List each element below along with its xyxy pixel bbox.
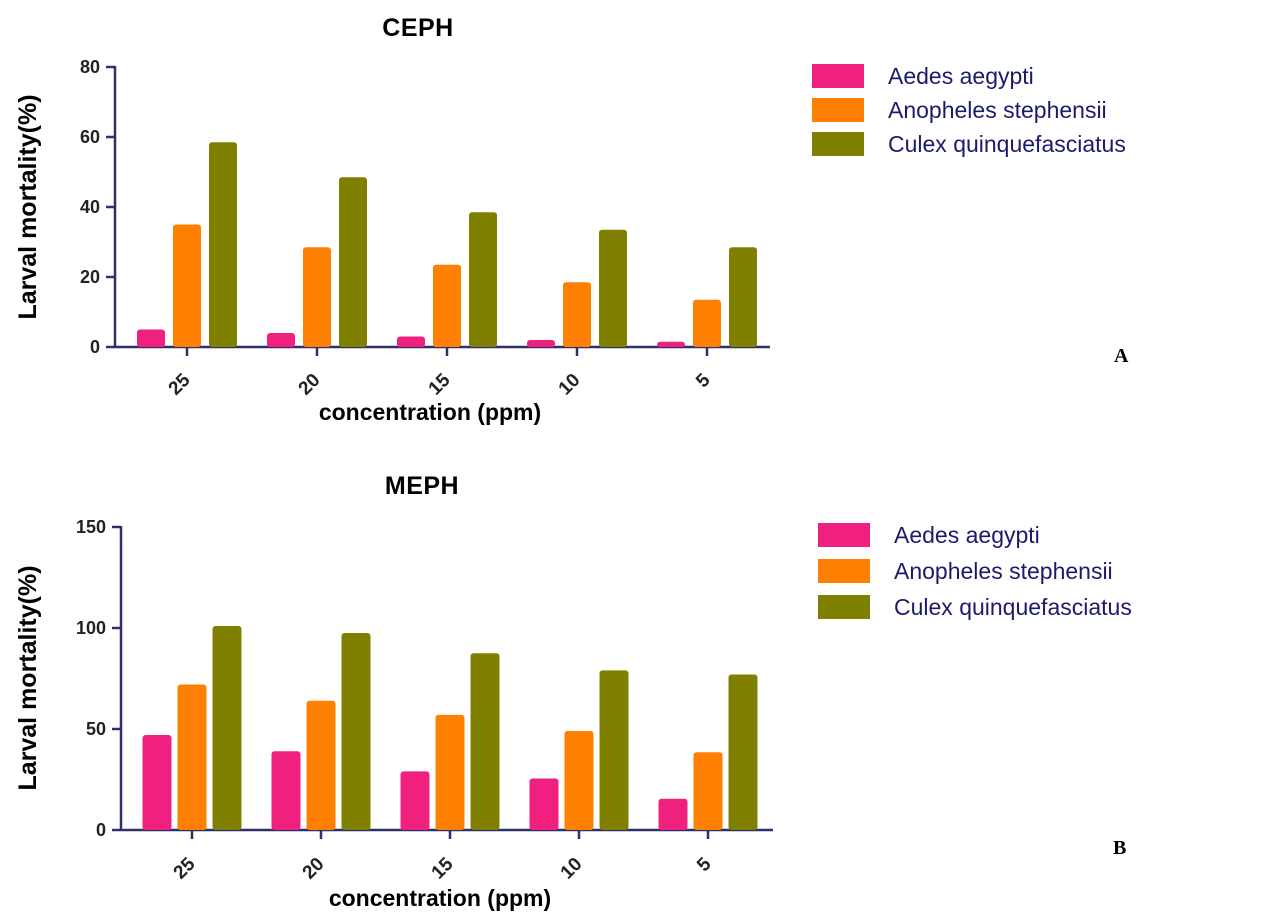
- bar: [142, 735, 172, 830]
- legend-swatch: [812, 132, 864, 156]
- x-tick-label: 15: [425, 369, 455, 399]
- legend-swatch: [818, 595, 870, 619]
- y-tick-label: 40: [80, 197, 100, 217]
- legend-label: Anopheles stephensii: [888, 97, 1107, 123]
- bar: [529, 778, 559, 830]
- x-tick-label: 25: [165, 369, 195, 399]
- x-tick-label: 10: [555, 370, 585, 400]
- x-axis-label: concentration (ppm): [319, 399, 541, 425]
- bar: [599, 670, 629, 830]
- bar: [435, 714, 465, 830]
- legend-label: Culex quinquefasciatus: [888, 131, 1126, 157]
- bar: [469, 212, 497, 347]
- legend-swatch: [812, 98, 864, 122]
- bar: [397, 336, 425, 347]
- x-axis-label: concentration (ppm): [329, 885, 551, 911]
- chart-title: CEPH: [382, 14, 453, 42]
- legend-swatch: [818, 523, 870, 547]
- bar: [563, 282, 591, 347]
- legend-swatch: [812, 64, 864, 88]
- y-axis-label: Larval mortality(%): [14, 565, 42, 790]
- bar: [470, 653, 500, 830]
- x-tick-label: 5: [692, 369, 715, 392]
- legend-label: Anopheles stephensii: [894, 558, 1113, 584]
- bar: [271, 751, 301, 830]
- bar: [433, 264, 461, 347]
- x-tick-label: 25: [170, 853, 200, 883]
- bar: [527, 340, 555, 347]
- x-tick-label: 10: [557, 854, 587, 884]
- y-tick-label: 100: [76, 618, 106, 638]
- chart-meph: MEPH Larval mortality(%) concentration (pp…: [14, 472, 1132, 911]
- x-tick-label: 20: [295, 370, 325, 400]
- x-tick-label: 20: [299, 854, 329, 884]
- bar: [728, 674, 758, 830]
- bar: [657, 341, 685, 347]
- legend-label: Aedes aegypti: [894, 522, 1040, 548]
- x-tick-label: 5: [693, 853, 716, 876]
- bar: [400, 771, 430, 830]
- y-tick-label: 0: [96, 820, 106, 840]
- bar: [341, 633, 371, 830]
- bar: [137, 329, 165, 347]
- y-tick-label: 0: [90, 337, 100, 357]
- bar: [729, 247, 757, 347]
- y-tick-label: 60: [80, 127, 100, 147]
- bar: [212, 625, 242, 830]
- bar: [693, 752, 723, 830]
- bar: [267, 333, 295, 347]
- bar: [564, 731, 594, 830]
- x-tick-label: 15: [428, 853, 458, 883]
- y-tick-label: 80: [80, 57, 100, 77]
- y-tick-label: 20: [80, 267, 100, 287]
- y-tick-label: 150: [76, 517, 106, 537]
- bar: [303, 247, 331, 347]
- chart-ceph: CEPH Larval mortality(%) concentration (pp…: [14, 14, 1129, 425]
- bar: [177, 684, 207, 830]
- legend-label: Culex quinquefasciatus: [894, 594, 1132, 620]
- bar: [658, 798, 688, 830]
- bar: [173, 224, 201, 347]
- chart-title: MEPH: [385, 472, 459, 500]
- legend-label: Aedes aegypti: [888, 63, 1034, 89]
- bar: [599, 229, 627, 347]
- bar: [693, 299, 721, 347]
- bar: [339, 177, 367, 347]
- y-tick-label: 50: [86, 719, 106, 739]
- bar: [209, 142, 237, 347]
- bar: [306, 700, 336, 830]
- legend-swatch: [818, 559, 870, 583]
- y-axis-label: Larval mortality(%): [14, 94, 42, 319]
- panel-letter: A: [1114, 345, 1129, 367]
- panel-letter: B: [1113, 837, 1126, 859]
